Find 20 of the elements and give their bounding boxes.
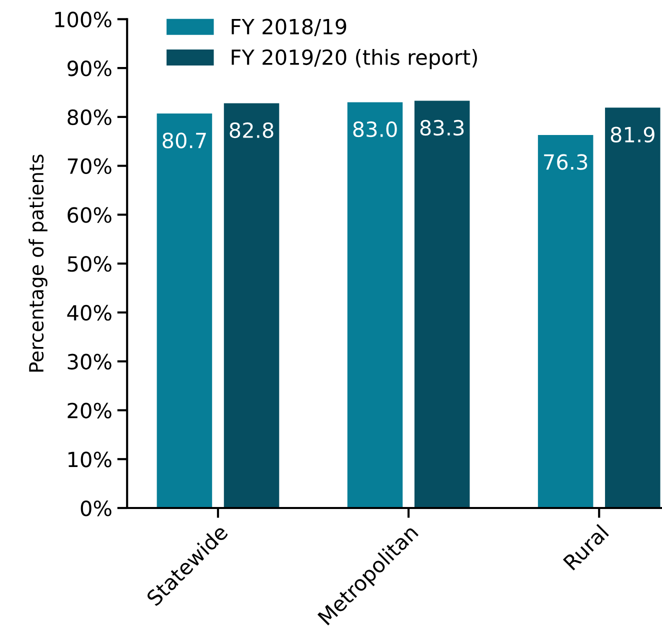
y-tick-label: 90% (68, 60, 112, 76)
data-label: 83.3 (420, 120, 464, 136)
legend-label: FY 2019/20 (this report) (232, 48, 477, 70)
y-tick-label: 10% (68, 452, 112, 468)
y-tick-label: 0% (80, 500, 112, 516)
y-tick-label: 100% (55, 12, 112, 28)
y-tick-label: 60% (68, 207, 112, 223)
y-tick-label: 80% (68, 109, 112, 126)
data-label: 83.0 (353, 121, 397, 138)
y-tick-label: 50% (68, 256, 112, 272)
y-tick-label: 30% (68, 354, 112, 370)
y-tick-label: 40% (67, 304, 112, 321)
legend-label: FY 2018/19 (232, 18, 346, 36)
y-tick-label: 20% (68, 402, 112, 418)
data-label: 76.3 (544, 154, 588, 170)
data-label: 80.7 (162, 132, 206, 148)
y-tick-label: 70% (68, 158, 112, 174)
data-label: 81.9 (610, 126, 654, 142)
y-axis-title: Percentage of patients (28, 154, 48, 372)
data-label: 82.8 (230, 122, 274, 138)
